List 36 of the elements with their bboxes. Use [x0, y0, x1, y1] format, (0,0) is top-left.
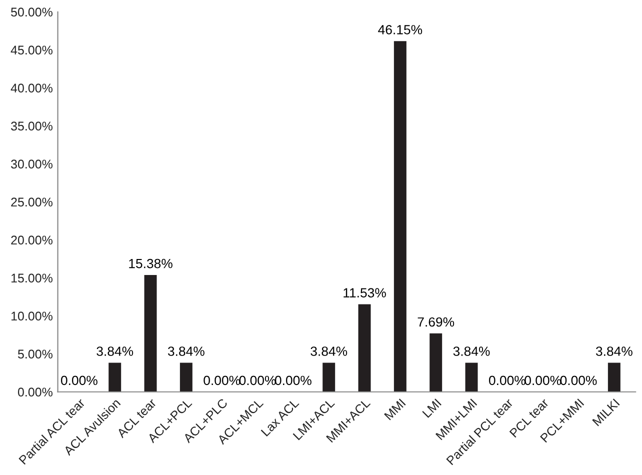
bar [465, 362, 478, 392]
bar [358, 304, 371, 392]
data-label: 0.00% [60, 376, 98, 386]
data-label: 0.00% [239, 376, 276, 386]
data-label: 0.00% [204, 376, 240, 386]
y-tick-label: 45.00% [10, 46, 52, 55]
y-tick-label: 0.00% [18, 388, 52, 397]
data-label: 0.00% [560, 376, 597, 386]
y-tick-label: 35.00% [11, 122, 52, 131]
y-tick-label: 50.00% [11, 8, 52, 17]
y-tick-label: 30.00% [11, 160, 52, 169]
bar [322, 362, 336, 392]
data-label: 11.53% [344, 288, 386, 298]
data-label: 0.00% [488, 376, 526, 386]
y-tick-label: 20.00% [11, 236, 52, 245]
bar [394, 41, 406, 392]
data-label: 46.15% [378, 25, 422, 34]
bar [144, 274, 157, 392]
y-tick-label: 15.00% [11, 274, 52, 283]
y-tick-label: 40.00% [10, 84, 52, 93]
bar [180, 362, 192, 392]
data-label: 3.84% [96, 346, 134, 356]
y-tick-label: 10.00% [11, 312, 52, 321]
data-label: 3.84% [596, 346, 632, 356]
data-label: 15.38% [129, 258, 172, 268]
data-label: 3.84% [310, 346, 348, 356]
y-tick-label: 5.00% [18, 350, 52, 359]
bar [608, 362, 620, 392]
y-tick-label: 25.00% [11, 198, 52, 207]
data-label: 3.84% [453, 346, 490, 356]
data-label: 0.00% [274, 376, 312, 386]
data-label: 3.84% [168, 346, 204, 356]
bar [108, 362, 122, 392]
bar [430, 333, 442, 392]
data-label: 7.69% [418, 317, 454, 327]
data-label: 0.00% [524, 376, 562, 386]
